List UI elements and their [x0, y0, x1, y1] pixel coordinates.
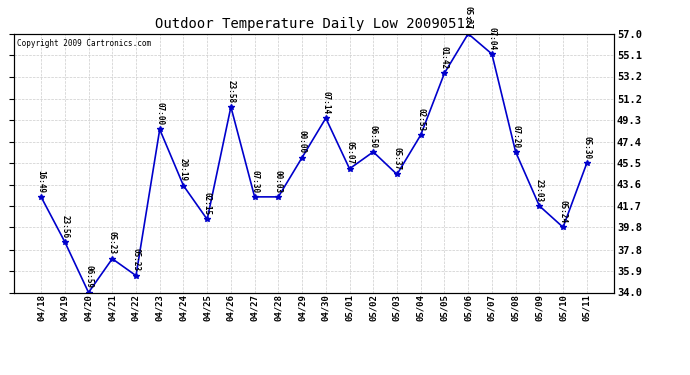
Text: 23:58: 23:58: [226, 80, 235, 103]
Text: Copyright 2009 Cartronics.com: Copyright 2009 Cartronics.com: [17, 39, 151, 48]
Text: 07:30: 07:30: [250, 170, 259, 193]
Text: 05:24: 05:24: [559, 200, 568, 223]
Text: 05:23: 05:23: [108, 231, 117, 255]
Text: 00:03: 00:03: [274, 170, 283, 193]
Text: 05:37: 05:37: [393, 147, 402, 170]
Title: Outdoor Temperature Daily Low 20090512: Outdoor Temperature Daily Low 20090512: [155, 17, 473, 31]
Text: 07:00: 07:00: [155, 102, 164, 125]
Text: 02:15: 02:15: [203, 192, 212, 215]
Text: 20:19: 20:19: [179, 158, 188, 182]
Text: 05:27: 05:27: [464, 6, 473, 30]
Text: 07:20: 07:20: [511, 124, 520, 148]
Text: 23:03: 23:03: [535, 178, 544, 202]
Text: 00:00: 00:00: [297, 130, 306, 153]
Text: 05:30: 05:30: [582, 136, 591, 159]
Text: 07:04: 07:04: [487, 27, 496, 50]
Text: 02:53: 02:53: [416, 108, 425, 131]
Text: 05:23: 05:23: [132, 248, 141, 272]
Text: 01:42: 01:42: [440, 46, 449, 69]
Text: 16:49: 16:49: [37, 170, 46, 193]
Text: 23:56: 23:56: [60, 214, 69, 238]
Text: 06:59: 06:59: [84, 265, 93, 288]
Text: 06:50: 06:50: [368, 124, 377, 148]
Text: 05:07: 05:07: [345, 141, 354, 165]
Text: 07:14: 07:14: [322, 91, 331, 114]
